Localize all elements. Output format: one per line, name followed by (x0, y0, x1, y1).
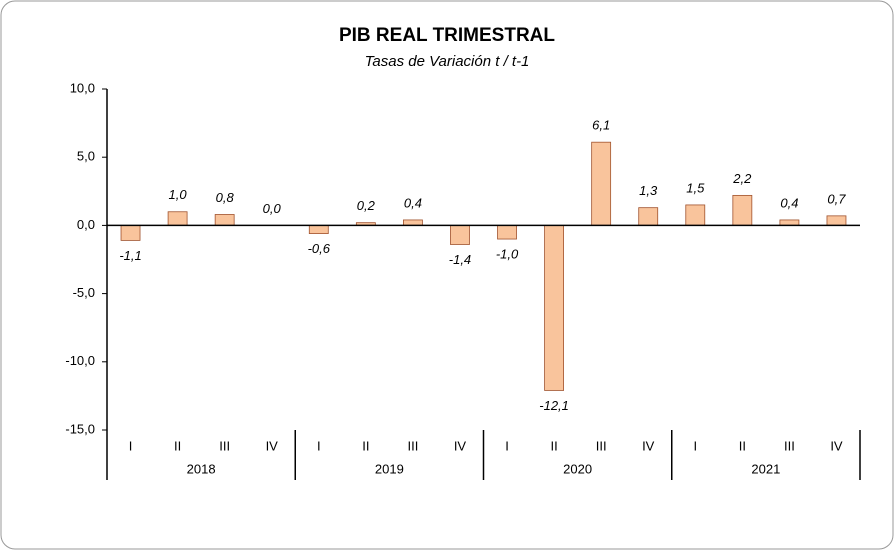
x-tick-label: III (219, 438, 230, 453)
data-label: -1,1 (119, 248, 141, 263)
x-tick-label: IV (266, 438, 279, 453)
bar (638, 207, 659, 226)
chart-title: PIB REAL TRIMESTRAL (339, 25, 555, 46)
x-tick-label: III (596, 438, 607, 453)
data-label: 0,4 (780, 195, 798, 210)
y-tick-label: -10,0 (65, 353, 95, 368)
data-label: -12,1 (539, 398, 569, 413)
x-tick-label: II (739, 438, 746, 453)
y-tick-label: 0,0 (77, 217, 95, 232)
data-label: 2,2 (732, 171, 752, 186)
bar (591, 141, 612, 226)
y-tick-label: -15,0 (65, 421, 95, 436)
bar (308, 224, 329, 234)
bar (450, 224, 470, 245)
data-label: 0,7 (827, 191, 846, 206)
y-tick-label: -5,0 (73, 285, 95, 300)
x-tick-label: II (362, 438, 369, 453)
data-label: 0,4 (404, 195, 422, 210)
data-label: 0,2 (357, 198, 376, 213)
year-label: 2020 (563, 461, 592, 476)
x-tick-label: III (407, 438, 418, 453)
x-tick-label: IV (830, 438, 843, 453)
x-tick-label: II (174, 438, 181, 453)
x-tick-label: III (784, 438, 795, 453)
bar (214, 214, 235, 226)
bar (497, 224, 517, 240)
y-tick-label: 10,0 (70, 80, 95, 95)
data-label: -0,6 (308, 241, 331, 256)
y-tick-label: 5,0 (77, 149, 95, 164)
bar (544, 224, 564, 391)
bar (167, 211, 188, 226)
bar (120, 224, 141, 241)
data-label: 1,3 (639, 183, 658, 198)
year-label: 2019 (375, 461, 404, 476)
data-label: 0,0 (263, 201, 282, 216)
data-label: 0,8 (216, 190, 235, 205)
x-tick-label: IV (454, 438, 467, 453)
data-label: 1,0 (169, 187, 188, 202)
bar (826, 215, 847, 226)
x-tick-label: I (505, 438, 509, 453)
x-tick-label: I (129, 438, 133, 453)
x-tick-label: I (693, 438, 697, 453)
data-label: 1,5 (686, 180, 705, 195)
data-label: -1,4 (449, 252, 471, 267)
data-label: 6,1 (592, 118, 610, 133)
chart-subtitle: Tasas de Variación t / t-1 (365, 53, 530, 70)
data-label: -1,0 (496, 246, 519, 261)
x-tick-label: IV (642, 438, 655, 453)
x-tick-label: II (550, 438, 557, 453)
bar (732, 194, 753, 226)
bar (403, 219, 423, 226)
x-tick-label: I (317, 438, 321, 453)
year-label: 2018 (187, 461, 216, 476)
bar (779, 219, 800, 226)
year-label: 2021 (751, 461, 780, 476)
bar (685, 204, 706, 226)
